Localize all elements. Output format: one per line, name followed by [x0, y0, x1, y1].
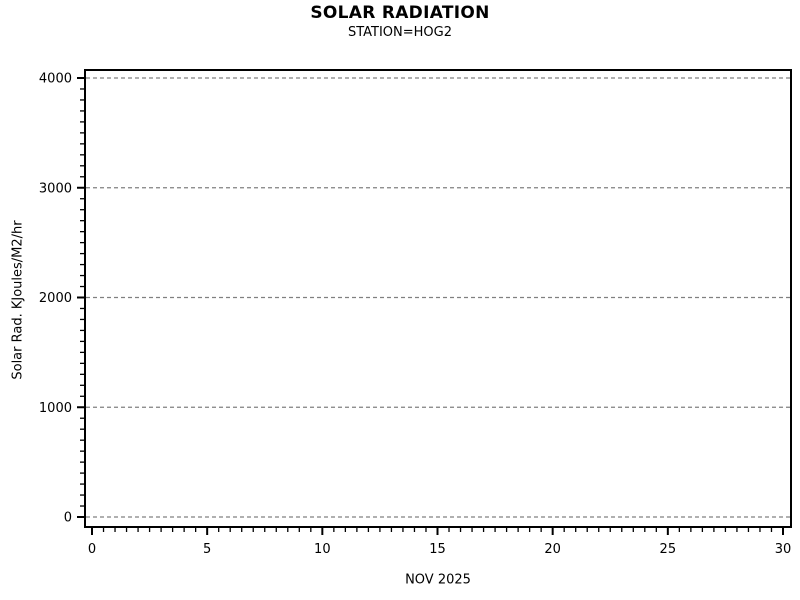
y-tick-label: 1000	[39, 401, 72, 416]
chart-subtitle: STATION=HOG2	[347, 25, 453, 40]
x-tick-label: 5	[203, 542, 211, 557]
x-tick-label: 25	[660, 542, 677, 557]
chart-title: SOLAR RADIATION	[310, 3, 490, 23]
x-tick-label: 0	[88, 542, 96, 557]
x-axis-label: NOV 2025	[405, 572, 471, 588]
y-tick-label: 3000	[39, 181, 72, 196]
y-tick-label: 0	[64, 511, 72, 526]
y-tick-label: 4000	[39, 72, 72, 87]
x-tick-label: 10	[314, 542, 331, 557]
x-tick-label: 30	[775, 542, 792, 557]
plot-frame	[84, 69, 792, 528]
x-tick-label: 15	[429, 542, 446, 557]
y-tick-label: 2000	[39, 291, 72, 306]
x-tick-label: 20	[544, 542, 561, 557]
